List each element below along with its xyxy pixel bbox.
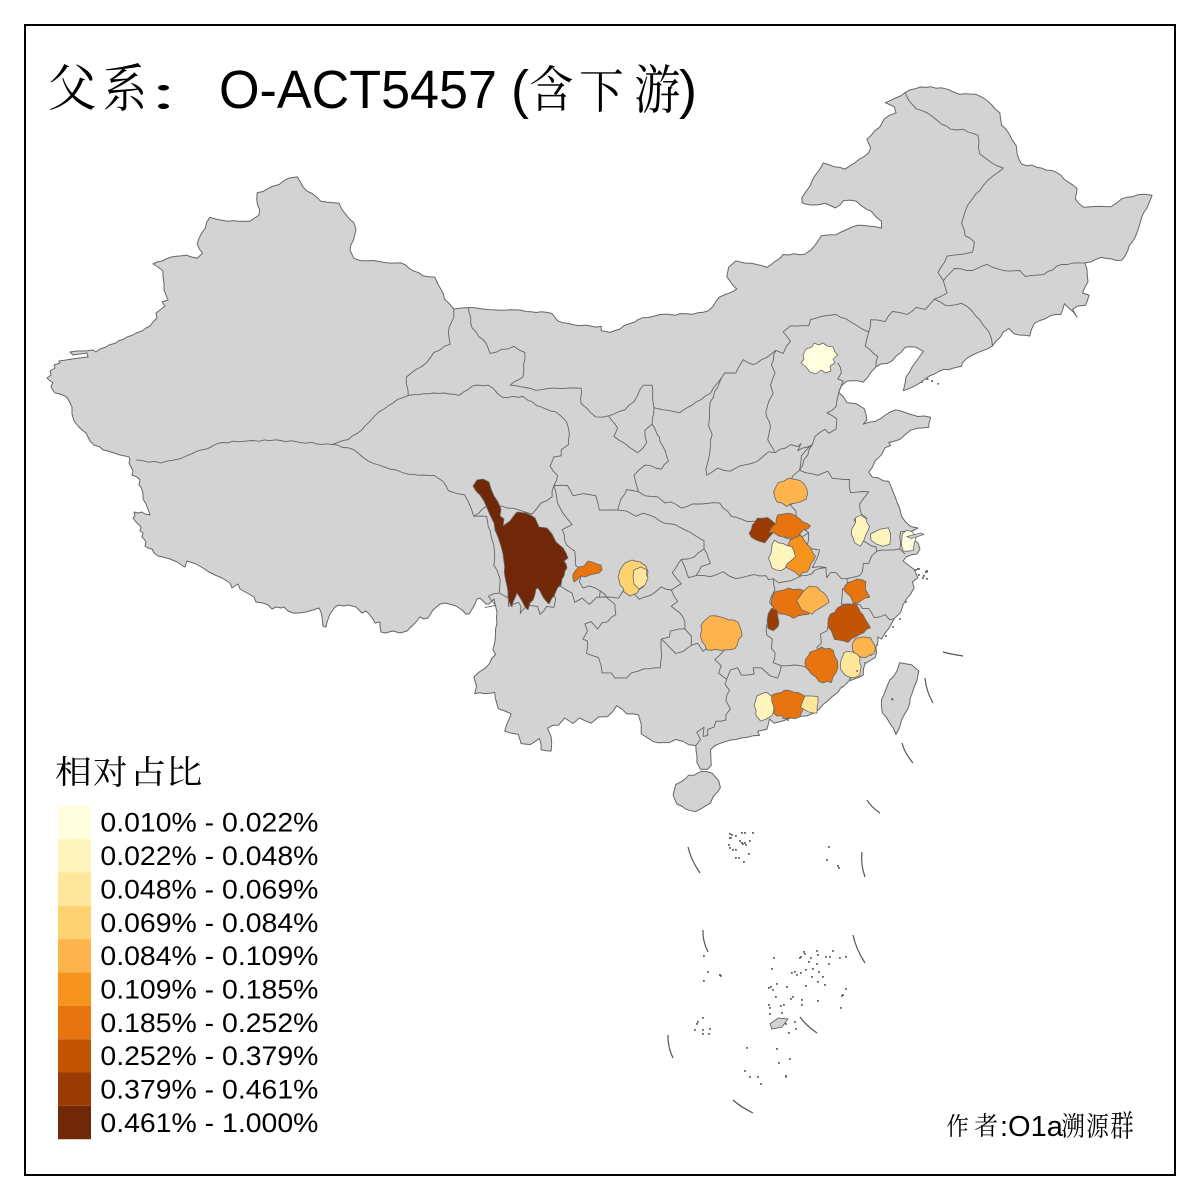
svg-text::O1a: :O1a [1000, 1111, 1064, 1143]
svg-text:0.461% - 1.000%: 0.461% - 1.000% [100, 1108, 318, 1138]
svg-text:0.379% - 0.461%: 0.379% - 0.461% [100, 1075, 318, 1105]
svg-text:0.084% - 0.109%: 0.084% - 0.109% [100, 941, 318, 971]
svg-text:0.048% - 0.069%: 0.048% - 0.069% [100, 874, 318, 904]
svg-text:): ) [679, 60, 697, 120]
svg-text:(: ( [511, 60, 529, 120]
svg-text:0.069% - 0.084%: 0.069% - 0.084% [100, 908, 318, 938]
svg-text:0.185% - 0.252%: 0.185% - 0.252% [100, 1008, 318, 1038]
svg-text:0.109% - 0.185%: 0.109% - 0.185% [100, 975, 318, 1005]
svg-text:0.010% - 0.022%: 0.010% - 0.022% [100, 808, 318, 838]
svg-text:0.252% - 0.379%: 0.252% - 0.379% [100, 1041, 318, 1071]
svg-text:O-ACT5457: O-ACT5457 [219, 60, 497, 120]
svg-text:0.022% - 0.048%: 0.022% - 0.048% [100, 841, 318, 871]
